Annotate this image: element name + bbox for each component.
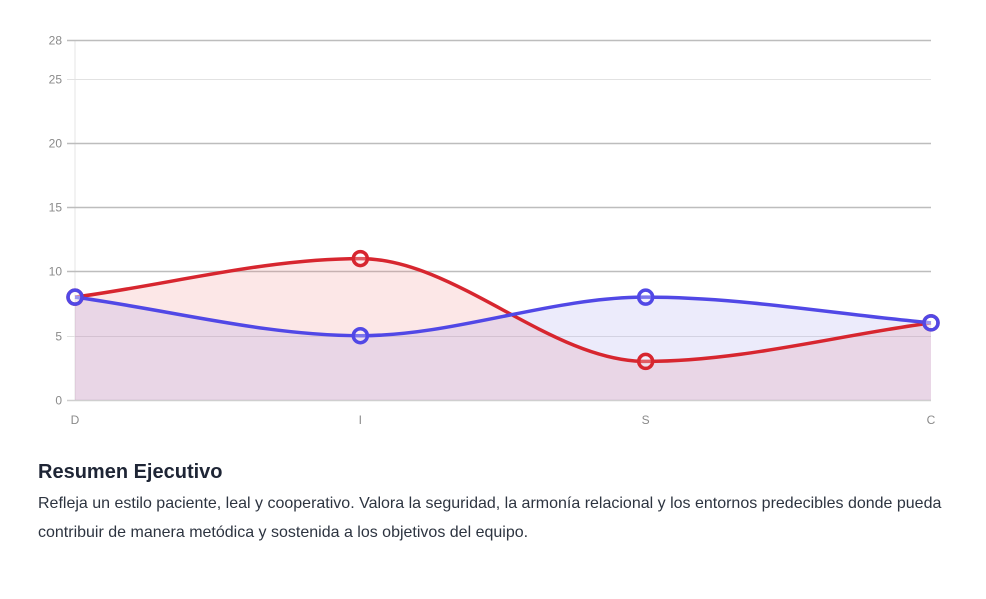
summary-title: Resumen Ejecutivo [38,461,223,483]
summary-body: Refleja un estilo paciente, leal y coope… [38,495,942,541]
series-fills [75,258,931,400]
y-axis-ticks: 0 5 10 15 20 25 28 [49,34,63,408]
executive-summary: Resumen Ejecutivo Refleja un estilo paci… [38,459,958,547]
y-tick-label: 28 [49,34,63,48]
x-tick-label: I [359,413,362,427]
series-fill-area [75,297,931,400]
y-tick-label: 10 [49,265,63,279]
data-point[interactable] [351,249,370,268]
y-tick-label: 15 [49,201,63,215]
y-tick-label: 0 [55,394,62,408]
x-tick-label: D [71,413,80,427]
data-point[interactable] [66,288,84,306]
y-tick-label: 20 [49,137,63,151]
series-line [74,295,932,338]
series-points [66,249,940,371]
series-line [74,256,932,364]
data-point[interactable] [351,326,370,345]
series-fill-area [75,258,931,400]
x-tick-label: S [642,413,650,427]
series-lines [74,256,932,364]
y-gridlines [67,39,931,402]
data-point[interactable] [922,314,940,332]
data-point[interactable] [636,352,655,371]
y-tick-label: 25 [49,73,63,87]
data-point[interactable] [636,288,655,306]
disc-line-chart: 0 5 10 15 20 25 28 D I S C [49,34,940,427]
x-tick-label: C [927,413,936,427]
y-tick-label: 5 [55,330,62,344]
